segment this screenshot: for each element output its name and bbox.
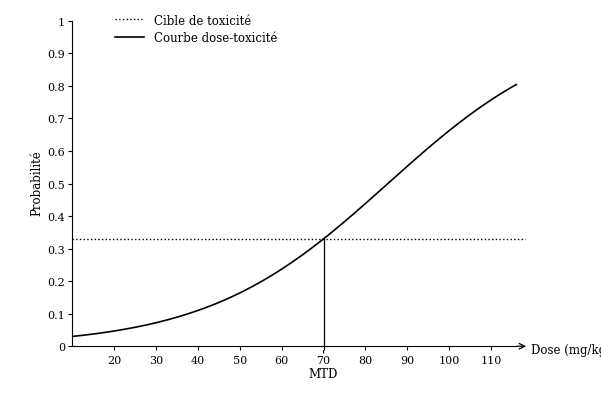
Line: Courbe dose-toxicité: Courbe dose-toxicité — [72, 85, 516, 337]
Courbe dose-toxicité — [147, 322, 154, 326]
Courbe dose-toxicité — [365, 199, 373, 204]
Text: MTD: MTD — [309, 367, 338, 381]
Text: Dose (mg/kg): Dose (mg/kg) — [531, 343, 601, 356]
Courbe dose-toxicité — [513, 83, 520, 88]
Courbe dose-toxicité — [269, 272, 276, 277]
Courbe dose-toxicité — [183, 312, 190, 317]
Courbe dose-toxicité — [331, 229, 338, 233]
Legend: Cible de toxicité, Courbe dose-toxicité: Cible de toxicité, Courbe dose-toxicité — [115, 14, 277, 45]
Courbe dose-toxicité — [69, 334, 76, 339]
Y-axis label: Probabilité: Probabilité — [30, 150, 43, 215]
Courbe dose-toxicité — [403, 165, 410, 170]
